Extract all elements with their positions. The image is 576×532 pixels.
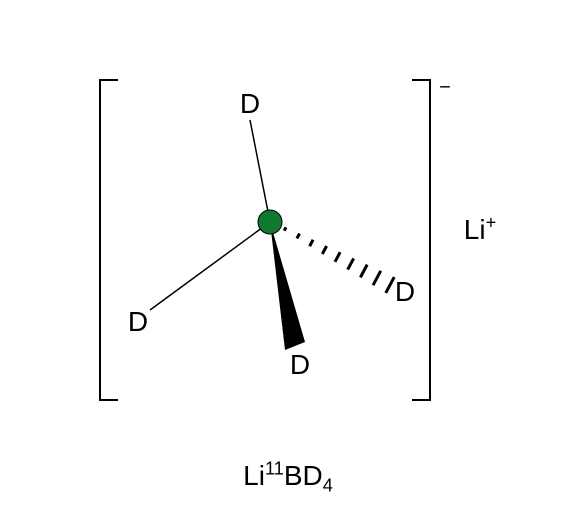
diagram-stage: D D D D − Li+ Li11BD4 xyxy=(0,0,576,532)
counterion-li-plus: Li+ xyxy=(464,214,496,246)
atom-label-d-front: D xyxy=(290,349,310,381)
atom-label-d-top: D xyxy=(240,88,260,120)
compound-formula: Li11BD4 xyxy=(243,460,333,492)
atom-label-d-back: D xyxy=(395,276,415,308)
bracket-charge-minus: − xyxy=(439,77,451,100)
structure-svg xyxy=(0,0,576,532)
atom-label-d-left: D xyxy=(128,306,148,338)
